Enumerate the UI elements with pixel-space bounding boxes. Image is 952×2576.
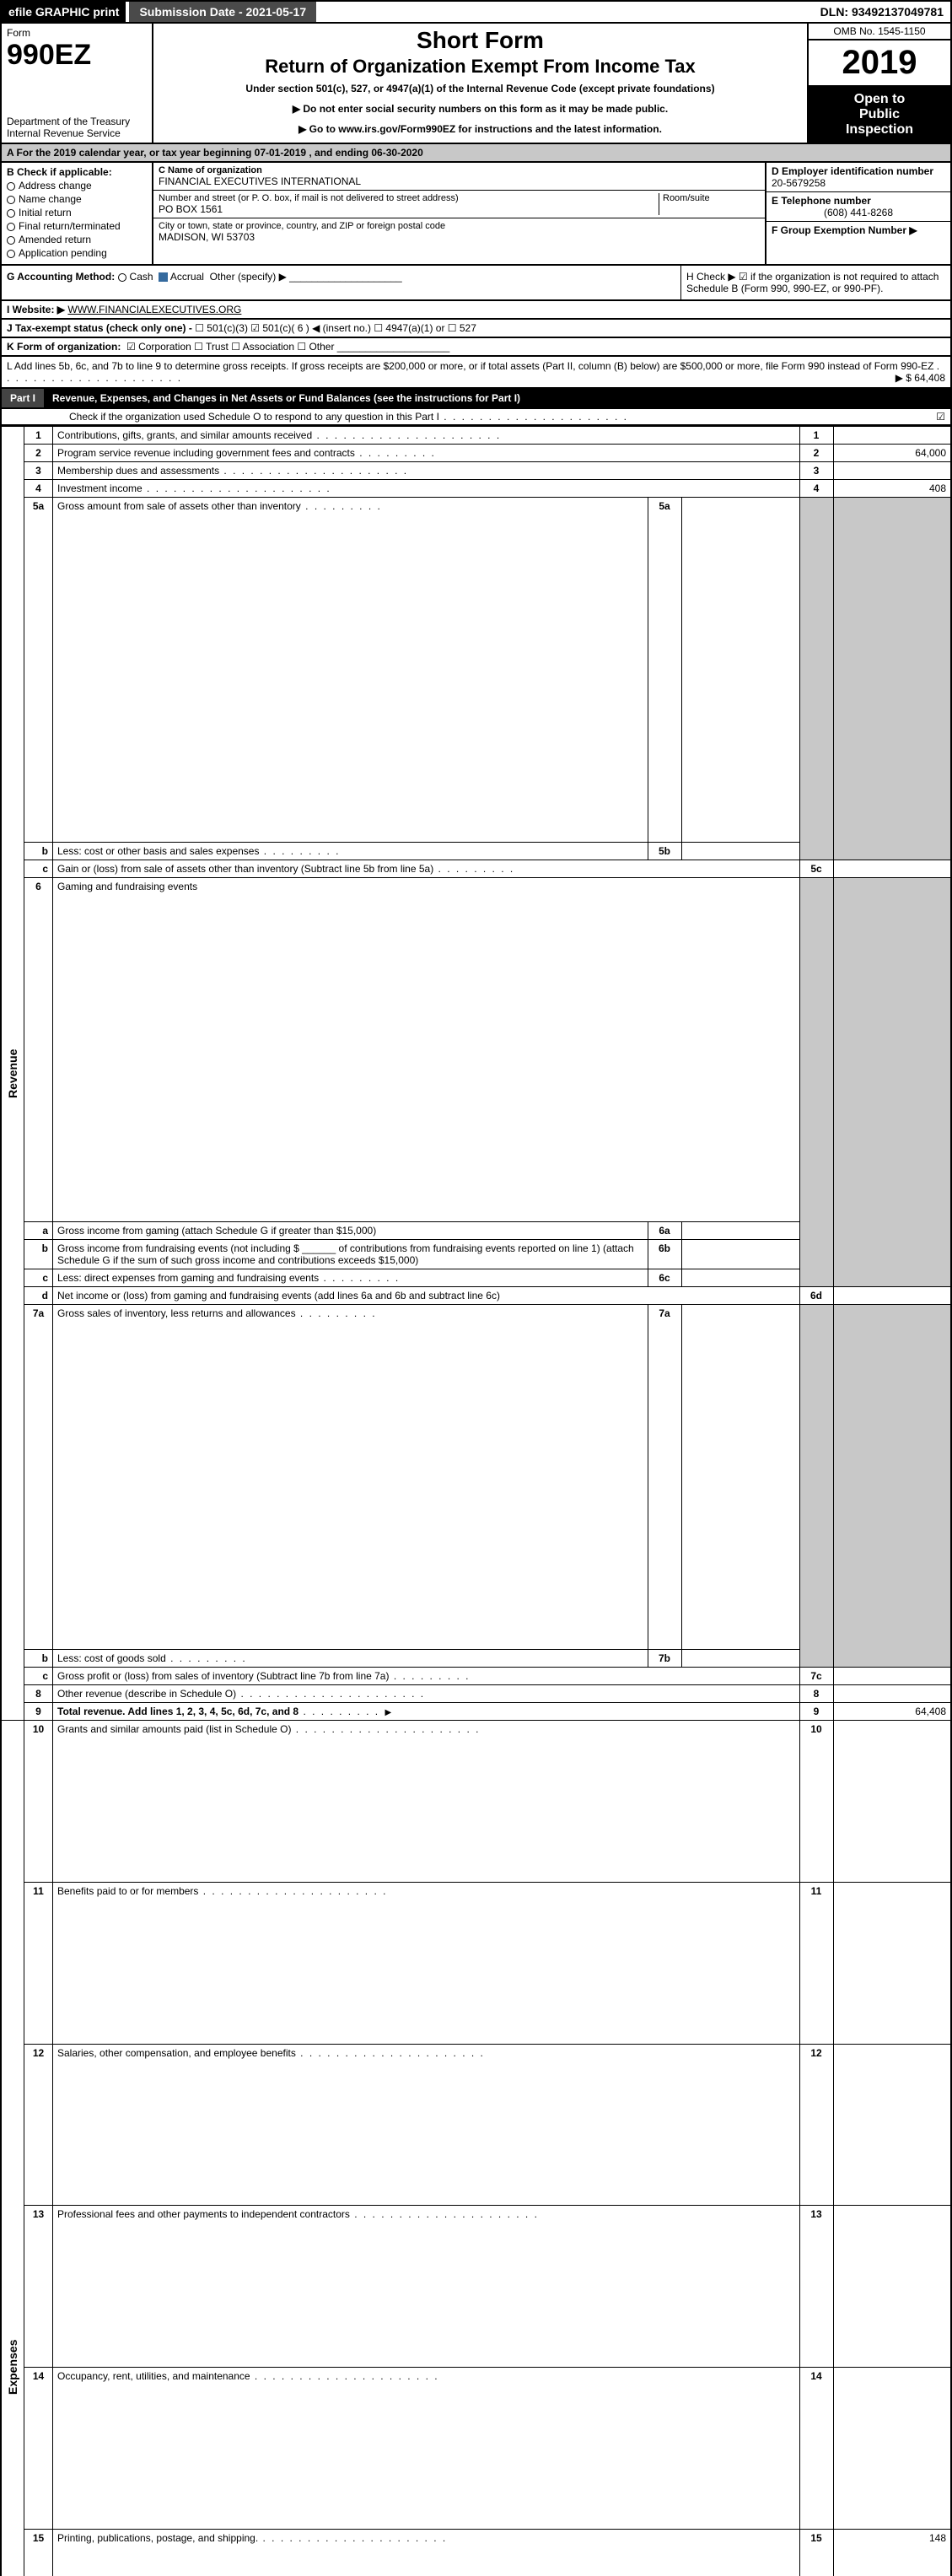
chk-final-return[interactable]: Final return/terminated <box>7 220 147 232</box>
form-code: 990EZ <box>7 39 147 72</box>
efile-print-button[interactable]: efile GRAPHIC print <box>2 2 126 22</box>
section-k: K Form of organization: ☑ Corporation ☐ … <box>0 338 952 357</box>
org-name: FINANCIAL EXECUTIVES INTERNATIONAL <box>159 175 760 187</box>
line-1-num: 1 <box>24 427 53 445</box>
part1-header: Part I Revenue, Expenses, and Changes in… <box>0 389 952 409</box>
part1-table: Revenue 1 Contributions, gifts, grants, … <box>0 426 952 2576</box>
omb-number: OMB No. 1545-1150 <box>809 24 950 40</box>
form-word: Form <box>7 27 147 39</box>
section-i: I Website: ▶ WWW.FINANCIALEXECUTIVES.ORG <box>0 301 952 320</box>
line-15-amt: 148 <box>833 2529 951 2576</box>
line-1-desc: Contributions, gifts, grants, and simila… <box>53 427 800 445</box>
open-public-badge: Open to Public Inspection <box>809 87 950 143</box>
line-1-rn: 1 <box>799 427 833 445</box>
no-ssn-note: ▶ Do not enter social security numbers o… <box>160 103 800 115</box>
info-block: B Check if applicable: Address change Na… <box>0 163 952 266</box>
line-9-amt: 64,408 <box>833 1703 951 1721</box>
header-left: Form 990EZ Department of the Treasury In… <box>2 24 153 143</box>
part1-sub: Check if the organization used Schedule … <box>0 409 952 426</box>
form-header: Form 990EZ Department of the Treasury In… <box>0 24 952 144</box>
expenses-side-label: Expenses <box>1 1721 24 2576</box>
gross-receipts-amount: ▶ $ 64,408 <box>896 372 945 384</box>
section-f-label: F Group Exemption Number ▶ <box>772 224 917 236</box>
section-e-label: E Telephone number <box>772 195 871 207</box>
header-right: OMB No. 1545-1150 2019 Open to Public In… <box>807 24 950 143</box>
c-city-label: City or town, state or province, country… <box>159 221 760 231</box>
c-addr-label: Number and street (or P. O. box, if mail… <box>159 193 659 203</box>
chk-accrual[interactable] <box>159 272 168 282</box>
top-bar: efile GRAPHIC print Submission Date - 20… <box>0 0 952 24</box>
section-h: H Check ▶ ☑ if the organization is not r… <box>680 266 950 299</box>
return-title: Return of Organization Exempt From Incom… <box>160 56 800 78</box>
chk-amended-return[interactable]: Amended return <box>7 234 147 245</box>
part1-tag: Part I <box>2 389 44 407</box>
chk-cash[interactable] <box>118 273 126 282</box>
chk-name-change[interactable]: Name change <box>7 193 147 205</box>
chk-initial-return[interactable]: Initial return <box>7 207 147 218</box>
section-b: B Check if applicable: Address change Na… <box>2 163 153 264</box>
line-4-amt: 408 <box>833 480 951 498</box>
short-form-title: Short Form <box>160 27 800 54</box>
phone-value: (608) 441-8268 <box>772 207 945 218</box>
gh-row: G Accounting Method: Cash Accrual Other … <box>0 266 952 301</box>
chk-address-change[interactable]: Address change <box>7 180 147 191</box>
dln-label: DLN: 93492137049781 <box>814 2 950 22</box>
section-l: L Add lines 5b, 6c, and 7b to line 9 to … <box>0 357 952 389</box>
goto-link[interactable]: ▶ Go to www.irs.gov/Form990EZ for instru… <box>160 123 800 135</box>
chk-application-pending[interactable]: Application pending <box>7 247 147 259</box>
part1-title: Revenue, Expenses, and Changes in Net As… <box>44 389 950 407</box>
room-suite-label: Room/suite <box>659 193 760 215</box>
section-def: D Employer identification number 20-5679… <box>765 163 950 264</box>
tax-year: 2019 <box>809 40 950 87</box>
section-c: C Name of organization FINANCIAL EXECUTI… <box>153 163 765 264</box>
revenue-side-label: Revenue <box>1 427 24 1721</box>
section-d-label: D Employer identification number <box>772 165 933 177</box>
header-center: Short Form Return of Organization Exempt… <box>153 24 807 143</box>
tax-period-row: A For the 2019 calendar year, or tax yea… <box>0 144 952 163</box>
c-name-label: C Name of organization <box>159 165 262 175</box>
line-2-amt: 64,000 <box>833 445 951 462</box>
section-g: G Accounting Method: Cash Accrual Other … <box>2 266 680 299</box>
line-1-amt <box>833 427 951 445</box>
org-city: MADISON, WI 53703 <box>159 231 760 243</box>
part1-checkbox[interactable]: ☑ <box>936 411 945 423</box>
under-section: Under section 501(c), 527, or 4947(a)(1)… <box>160 83 800 94</box>
section-j: J Tax-exempt status (check only one) - ☐… <box>0 320 952 338</box>
website-link[interactable]: WWW.FINANCIALEXECUTIVES.ORG <box>67 304 241 315</box>
dept-treasury: Department of the Treasury Internal Reve… <box>7 116 147 139</box>
ein-value: 20-5679258 <box>772 177 826 189</box>
section-b-title: B Check if applicable: <box>7 166 112 178</box>
submission-date-label: Submission Date - 2021-05-17 <box>129 2 316 22</box>
org-address: PO BOX 1561 <box>159 203 659 215</box>
